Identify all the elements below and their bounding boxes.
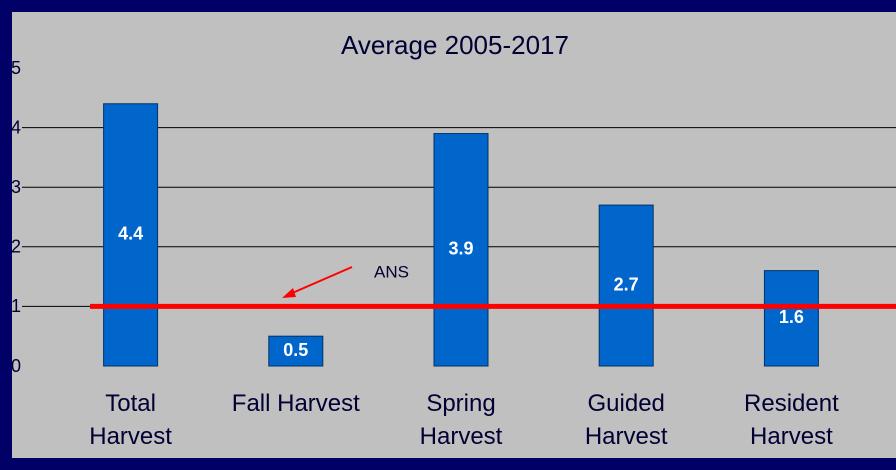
x-tick-label: Guided Harvest bbox=[585, 390, 668, 450]
annotation: ANS bbox=[374, 262, 409, 281]
bar bbox=[268, 335, 324, 367]
value-label: 4.4 bbox=[118, 224, 143, 244]
value-label: 2.7 bbox=[614, 274, 639, 294]
bar bbox=[433, 133, 489, 367]
value-label: 1.6 bbox=[779, 307, 804, 327]
value-label: 0.5 bbox=[283, 340, 308, 360]
annotation-arrow bbox=[289, 266, 353, 295]
y-tick-label: 1 bbox=[11, 296, 21, 316]
y-tick-label: 2 bbox=[11, 237, 21, 257]
x-tick-label: Resident Harvest bbox=[744, 390, 839, 450]
bar bbox=[763, 270, 819, 367]
y-tick-label: 0 bbox=[11, 356, 21, 376]
x-tick-label: Spring Harvest bbox=[420, 390, 503, 450]
bar bbox=[103, 103, 159, 367]
y-tick-label: 4 bbox=[11, 117, 21, 137]
x-tick-label: Total Harvest bbox=[89, 390, 172, 450]
annotation-arrowhead bbox=[282, 288, 296, 298]
bar bbox=[598, 204, 654, 367]
y-tick-label: 5 bbox=[11, 58, 21, 78]
chart-title: Average 2005-2017 bbox=[341, 30, 569, 60]
y-tick-label: 3 bbox=[11, 177, 21, 197]
x-tick-label: Fall Harvest bbox=[232, 390, 360, 417]
value-label: 3.9 bbox=[448, 239, 473, 259]
